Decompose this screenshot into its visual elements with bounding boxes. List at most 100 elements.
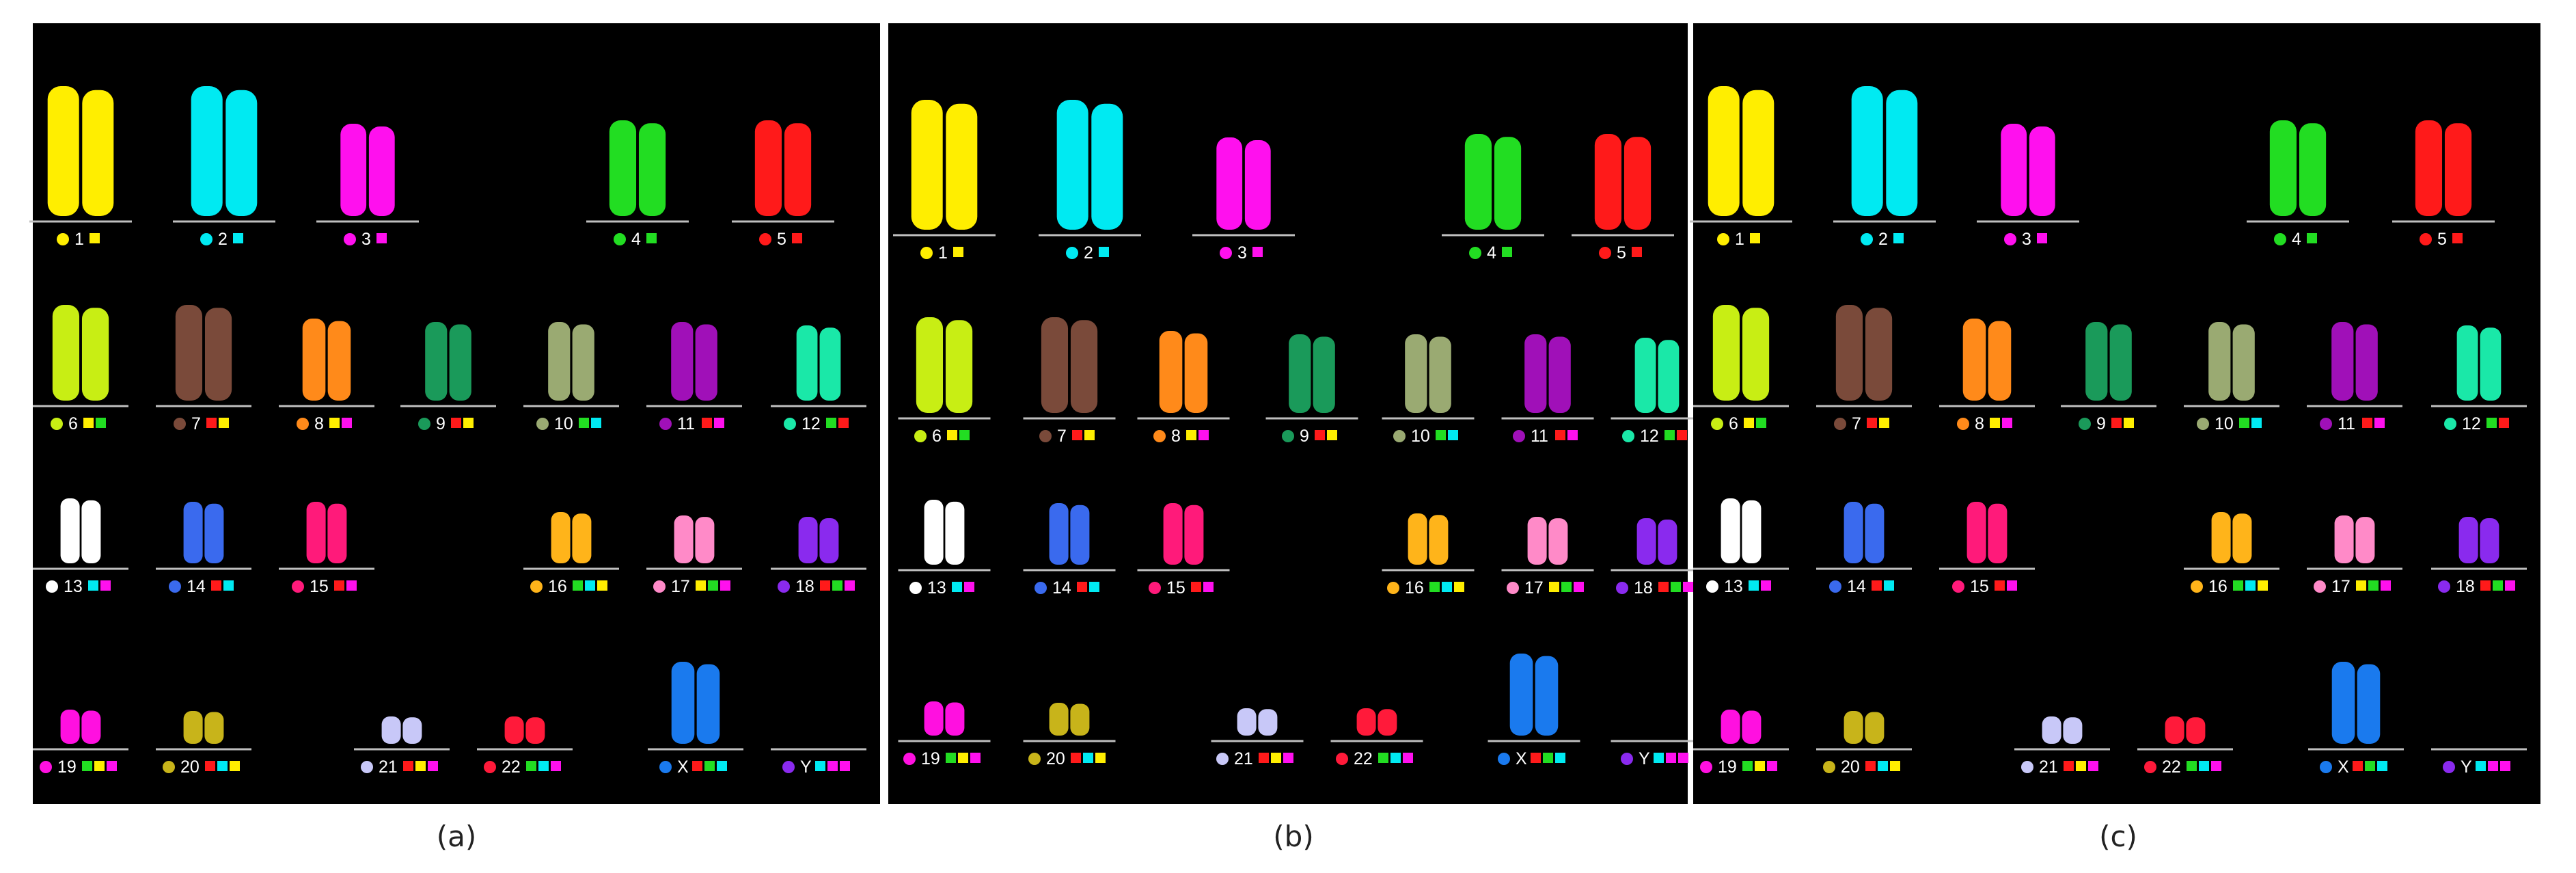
chromosome-shape	[525, 717, 545, 744]
panel-background	[888, 23, 1688, 804]
chromosome-label: 10	[554, 414, 573, 433]
chromosome-shape	[1313, 336, 1335, 413]
marker-square	[946, 753, 956, 763]
marker-square	[1990, 418, 2000, 428]
chromosome-dot	[2004, 233, 2016, 245]
marker-square	[1390, 753, 1401, 763]
chromosome-pair-21: 21	[2014, 716, 2110, 777]
chromosome-pair-10: 10	[1382, 334, 1475, 446]
chromosome-pair-15: 15	[1137, 503, 1230, 597]
chromosome-shape	[1356, 708, 1376, 736]
chromosome-shape	[1429, 515, 1449, 565]
chromosome-pair-15: 15	[279, 502, 374, 596]
chromosome-shape	[1634, 338, 1656, 413]
marker-square	[1664, 430, 1675, 440]
marker-square	[1071, 753, 1081, 763]
marker-square	[82, 761, 92, 771]
chromosome-label: 1	[74, 230, 84, 249]
marker-square	[1574, 582, 1584, 592]
chromosome-shape	[2232, 324, 2255, 401]
chromosome-shape	[1886, 90, 1918, 216]
chromosome-pair-11: 11	[646, 322, 742, 433]
marker-square	[573, 580, 583, 591]
chromosome-shape	[47, 86, 79, 216]
marker-square	[1543, 753, 1553, 763]
marker-square	[964, 582, 974, 592]
marker-square	[2488, 761, 2498, 771]
marker-square	[1502, 247, 1512, 257]
chromosome-label: 17	[2331, 577, 2351, 596]
marker-square	[838, 418, 849, 428]
chromosome-shape	[340, 124, 367, 216]
chromosome-pair-22: 22	[2137, 716, 2233, 777]
chromosome-label: 11	[2338, 414, 2355, 433]
chromosome-pair-5: 5	[732, 120, 834, 249]
chromosome-shape	[819, 327, 841, 401]
chromosome-shape	[945, 501, 965, 565]
chromosome-label: Y	[1639, 749, 1650, 768]
marker-square	[2211, 761, 2221, 771]
chromosome-pair-14: 14	[156, 502, 251, 596]
marker-square	[1872, 580, 1882, 591]
marker-square	[1867, 418, 1877, 428]
chromosome-pair-7: 7	[1023, 317, 1116, 446]
marker-square	[1995, 580, 2005, 591]
chromosome-label: 4	[1487, 243, 1496, 263]
marker-square	[2500, 761, 2510, 771]
marker-square	[1683, 582, 1693, 592]
marker-square	[219, 418, 229, 428]
chromosome-dot	[1336, 753, 1348, 765]
marker-square	[83, 418, 94, 428]
chromosome-label: 13	[1724, 577, 1743, 596]
marker-square	[1531, 753, 1541, 763]
chromosome-pair-X: X	[2308, 662, 2404, 777]
chromosome-shape	[225, 90, 258, 216]
chromosome-pair-19: 19	[898, 701, 991, 768]
marker-square	[206, 418, 217, 428]
chromosome-shape	[2109, 324, 2132, 401]
chromosome-label: 5	[1617, 243, 1626, 263]
marker-square	[826, 418, 836, 428]
marker-square	[217, 761, 228, 771]
marker-square	[2480, 580, 2491, 591]
chromosome-pair-8: 8	[1137, 331, 1230, 446]
chromosome-dot	[40, 761, 52, 773]
marker-square	[2307, 233, 2317, 243]
chromosome-label: 7	[1852, 414, 1861, 433]
chromosome-label: 16	[1405, 578, 1424, 597]
chromosome-shape	[302, 319, 326, 401]
chromosome-pair-3: 3	[1192, 137, 1295, 263]
chromosome-shape	[548, 322, 571, 401]
marker-square	[1749, 580, 1759, 591]
marker-square	[1878, 761, 1888, 771]
chromosome-dot	[1028, 753, 1041, 765]
chromosome-dot	[1957, 418, 1969, 430]
marker-square	[538, 761, 549, 771]
chromosome-dot	[2438, 580, 2450, 593]
chromosome-shape	[81, 500, 101, 563]
chromosome-pair-11: 11	[2307, 322, 2402, 433]
chromosome-shape	[1636, 518, 1656, 565]
chromosome-shape	[1535, 656, 1559, 736]
marker-square	[1327, 430, 1337, 440]
chromosome-pair-19: 19	[1693, 710, 1789, 777]
chromosome-pair-16: 16	[523, 512, 619, 596]
chromosome-dot	[903, 753, 916, 765]
chromosome-shape	[1258, 709, 1278, 736]
chromosome-label: 12	[2462, 414, 2481, 433]
marker-square	[2258, 580, 2268, 591]
chromosome-pair-9: 9	[2061, 322, 2156, 433]
chromosome-label: 17	[1524, 578, 1544, 597]
chromosome-pair-3: 3	[316, 124, 419, 249]
chromosome-label: 3	[361, 230, 371, 249]
chromosome-dot	[297, 418, 309, 430]
chromosome-shape	[1429, 336, 1451, 413]
marker-square	[2002, 418, 2012, 428]
chromosome-pair-11: 11	[1501, 334, 1594, 446]
marker-square	[551, 761, 561, 771]
chromosome-label: 16	[548, 577, 567, 596]
marker-square	[1561, 582, 1572, 592]
chromosome-label: X	[677, 757, 689, 777]
